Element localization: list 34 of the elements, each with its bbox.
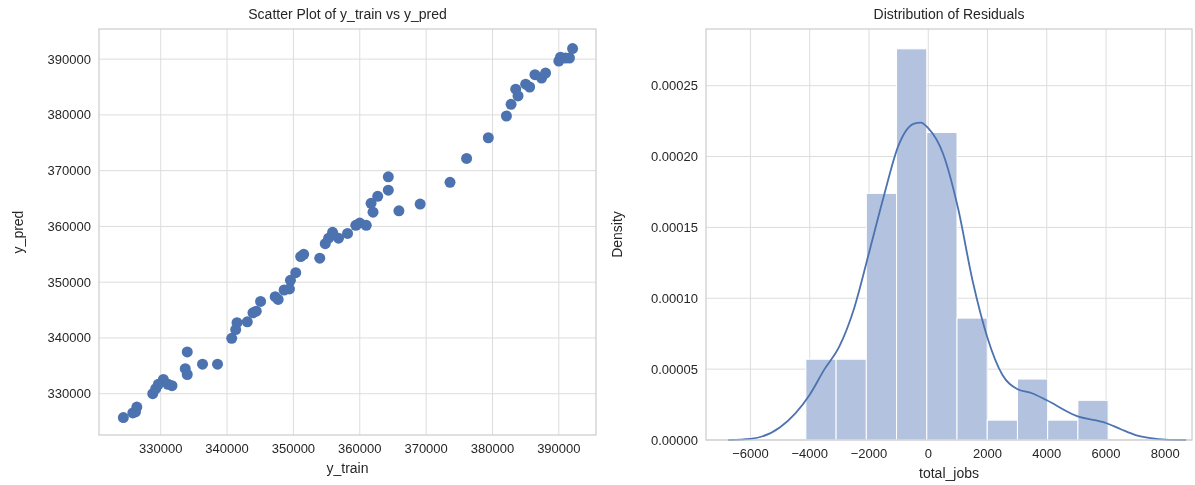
y-tick-label: 0.00005 (651, 361, 698, 377)
y-tick-label: 0.00020 (651, 149, 698, 165)
y-tick-label: 370000 (47, 163, 91, 179)
x-tick-label: 370000 (404, 441, 448, 456)
x-tick-label: 360000 (338, 441, 382, 456)
y-axis-title: Density (609, 211, 625, 258)
y-tick-label: 350000 (47, 274, 91, 290)
x-tick-label: 6000 (1091, 446, 1121, 461)
x-tick-label: 0 (924, 446, 932, 461)
y-tick-label: 0.00025 (651, 78, 698, 94)
x-tick-label: 340000 (205, 441, 249, 456)
y-tick-label: 380000 (47, 107, 91, 123)
y-tick-label: 0.00015 (651, 219, 698, 235)
y-tick-label: 340000 (47, 330, 91, 346)
x-tick-label: 4000 (1032, 446, 1062, 461)
y-axis-title: y_pred (10, 210, 26, 254)
x-tick-label: −4000 (791, 446, 828, 461)
chart-title: Scatter Plot of y_train vs y_pred (248, 6, 447, 22)
x-tick-label: 8000 (1150, 446, 1180, 461)
y-tick-label: 0.00000 (651, 432, 698, 448)
y-tick-label: 360000 (47, 218, 91, 234)
x-tick-label: 350000 (271, 441, 316, 456)
x-tick-label: 380000 (470, 441, 515, 456)
x-axis-title: total_jobs (919, 465, 979, 481)
x-tick-label: −2000 (850, 446, 888, 461)
x-tick-label: −6000 (732, 446, 769, 461)
y-tick-label: 390000 (47, 51, 91, 67)
chart-title: Distribution of Residuals (873, 6, 1025, 22)
x-tick-label: 330000 (139, 441, 183, 456)
y-tick-label: 0.00010 (651, 290, 698, 306)
x-tick-label: 2000 (973, 446, 1002, 461)
x-axis-title: y_train (326, 460, 369, 476)
x-tick-label: 390000 (537, 441, 581, 456)
y-tick-label: 330000 (47, 386, 91, 402)
